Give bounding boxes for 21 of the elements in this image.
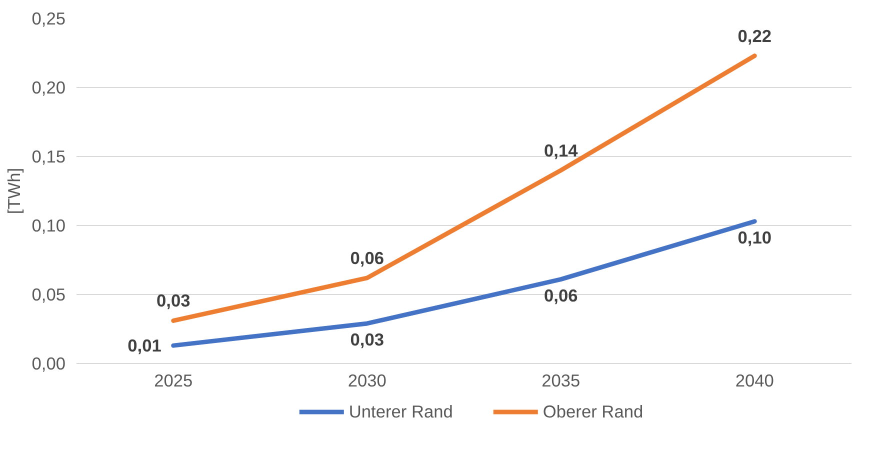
- legend-label: Oberer Rand: [542, 401, 644, 422]
- y-tick-label: 0,15: [32, 146, 66, 166]
- data-label: 0,10: [738, 227, 772, 248]
- x-tick-label: 2030: [348, 370, 386, 390]
- data-label: 0,03: [156, 290, 191, 311]
- y-axis-title: [TWh]: [4, 168, 24, 214]
- y-tick-label: 0,00: [32, 354, 66, 374]
- y-tick-label: 0,05: [32, 284, 66, 304]
- y-tick-label: 0,25: [32, 8, 66, 28]
- x-tick-label: 2025: [154, 370, 193, 390]
- y-tick-label: 0,10: [32, 216, 66, 236]
- y-tick-label: 0,20: [32, 78, 66, 98]
- x-tick-label: 2040: [735, 370, 774, 390]
- data-label: 0,22: [738, 26, 772, 46]
- data-label: 0,01: [128, 336, 162, 356]
- legend-label: Unterer Rand: [348, 401, 453, 422]
- data-label: 0,14: [544, 140, 578, 160]
- data-label: 0,06: [544, 285, 578, 306]
- data-label: 0,03: [350, 329, 384, 350]
- x-tick-label: 2035: [542, 370, 580, 390]
- data-label: 0,06: [350, 248, 384, 268]
